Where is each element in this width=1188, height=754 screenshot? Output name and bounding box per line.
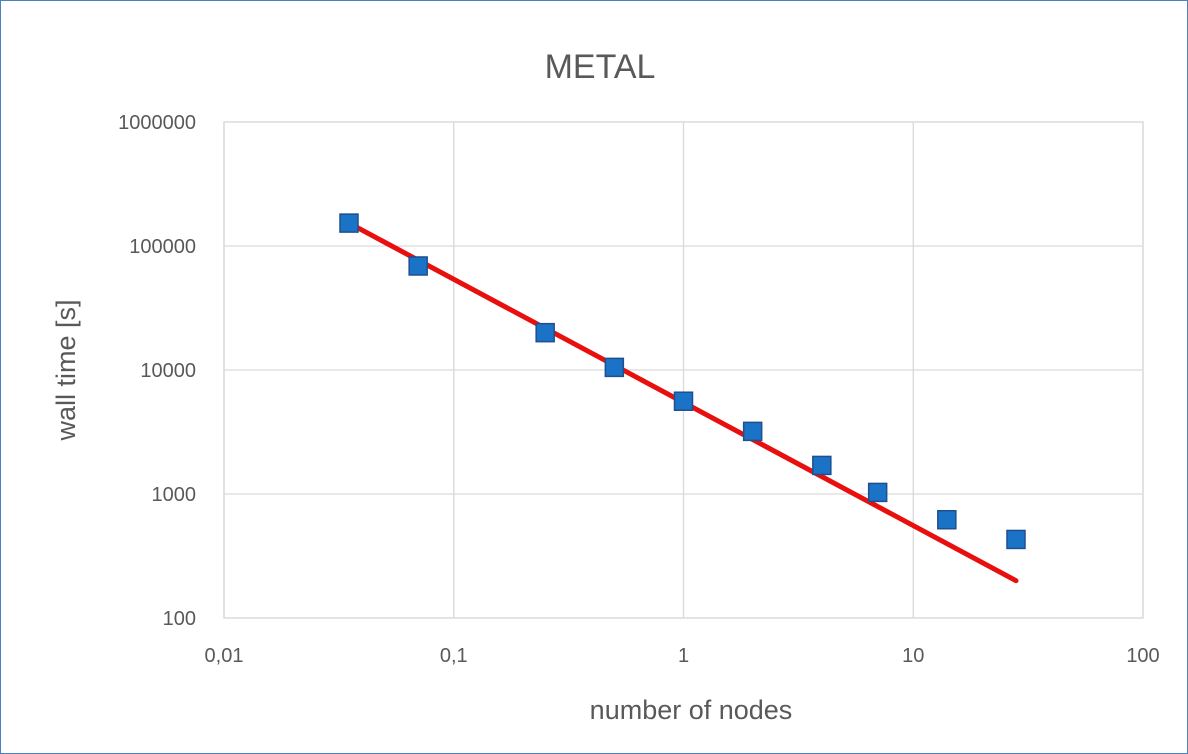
data-point [937, 509, 957, 530]
y-tick-label: 1000000 [118, 112, 196, 134]
y-tick-label: 10000 [140, 360, 196, 382]
data-point [339, 213, 359, 233]
data-point [1006, 529, 1026, 550]
data-point [535, 322, 555, 343]
y-axis-title: wall time [s] [51, 299, 81, 441]
x-tick-label: 10 [902, 645, 924, 667]
x-tick-label: 0,1 [440, 645, 468, 667]
data-point [604, 357, 625, 378]
data-point [742, 421, 763, 442]
y-tick-label: 100 [163, 608, 196, 630]
x-tick-label: 100 [1126, 645, 1159, 667]
data-point [867, 482, 888, 503]
x-tick-label: 1 [678, 645, 689, 667]
data-points [339, 213, 1026, 550]
data-point [408, 256, 428, 276]
chart-title: METAL [545, 48, 656, 86]
x-axis-title: number of nodes [590, 695, 793, 725]
tick-labels: 0,01 0,1 1 10 100 100 1000 10000 100000 1000000 [118, 112, 1160, 667]
x-tick-label: 0,01 [205, 645, 244, 667]
data-point [673, 391, 694, 411]
y-tick-label: 100000 [129, 236, 196, 258]
grid [223, 121, 1144, 619]
y-tick-label: 1000 [152, 484, 197, 506]
data-point [812, 455, 832, 476]
